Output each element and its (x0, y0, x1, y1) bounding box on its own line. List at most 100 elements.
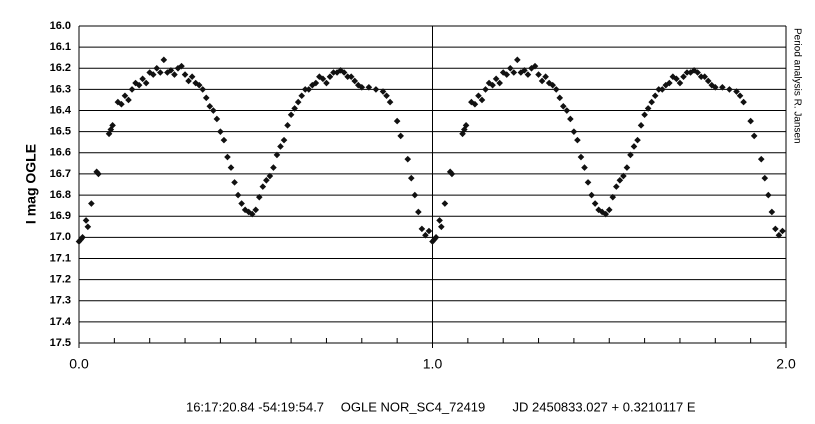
data-point (634, 136, 641, 144)
data-point (712, 83, 719, 91)
data-point (630, 143, 638, 150)
data-point (605, 206, 613, 214)
data-point (726, 86, 733, 93)
data-point (616, 176, 624, 184)
data-point (658, 86, 666, 93)
data-point (623, 164, 631, 171)
data-point (620, 172, 627, 180)
y-axis-title: I mag OGLE (23, 144, 39, 224)
data-point (128, 86, 136, 93)
data-point (524, 71, 532, 78)
data-point (588, 191, 595, 199)
data-point (740, 98, 747, 106)
data-point (157, 69, 164, 76)
data-point (149, 71, 157, 78)
data-point (125, 96, 132, 104)
data-point (637, 122, 645, 129)
data-point (415, 208, 422, 216)
y-tick-label: 17.2 (50, 274, 71, 286)
data-point (489, 81, 496, 89)
data-point (171, 71, 178, 78)
y-tick-label: 16.4 (50, 104, 72, 116)
data-point (694, 69, 701, 76)
y-tick-label: 17.1 (50, 252, 71, 264)
data-point (121, 92, 129, 100)
data-point (255, 193, 263, 201)
data-point (326, 73, 334, 81)
data-point (259, 183, 267, 190)
data-point (680, 73, 687, 81)
data-point (153, 64, 161, 72)
data-point (146, 69, 153, 76)
data-point (231, 179, 238, 186)
data-point (333, 69, 341, 76)
data-point (538, 77, 546, 85)
data-point (503, 71, 511, 78)
data-point (340, 69, 348, 76)
data-point (181, 71, 189, 78)
data-point (422, 231, 429, 239)
data-point (669, 73, 677, 81)
data-point (747, 117, 754, 125)
data-point (613, 183, 620, 190)
data-point (386, 98, 394, 106)
caption: JD 2450833.027 + 0.3210117 E (513, 399, 696, 414)
data-point (517, 69, 525, 76)
data-point (199, 86, 207, 93)
data-point (757, 155, 765, 163)
data-point (506, 64, 514, 72)
data-point (266, 172, 274, 180)
data-point (109, 122, 116, 129)
data-point (482, 86, 489, 93)
data-point (206, 103, 214, 110)
data-point (432, 234, 440, 241)
y-tick-label: 16.8 (50, 189, 71, 201)
data-point (217, 128, 224, 135)
data-point (142, 79, 150, 87)
data-point (567, 115, 574, 123)
data-point (270, 164, 277, 171)
data-point (459, 130, 466, 138)
y-tick-label: 16.2 (50, 62, 71, 74)
data-point (641, 111, 648, 119)
data-point (252, 206, 260, 214)
data-point (397, 132, 404, 140)
data-point (471, 100, 479, 108)
data-point (591, 200, 599, 207)
data-point (581, 164, 588, 171)
y-tick-label: 16.0 (50, 20, 71, 32)
data-point (210, 107, 217, 114)
data-point (280, 136, 288, 144)
data-point (291, 105, 298, 112)
x-tick-label: 0.0 (69, 356, 89, 372)
data-point (609, 193, 617, 201)
data-point (448, 170, 456, 178)
data-point (241, 206, 249, 214)
data-point (178, 62, 185, 70)
data-point (478, 96, 486, 104)
data-point (135, 81, 143, 89)
data-point (556, 94, 564, 102)
side-note: Period analysis R. Jansen (791, 28, 802, 144)
data-point (446, 168, 454, 176)
data-point (673, 75, 680, 83)
data-point (404, 155, 412, 163)
data-point (577, 153, 585, 161)
data-point (531, 62, 539, 70)
data-point (768, 208, 776, 216)
data-point (475, 92, 482, 100)
data-point (574, 136, 581, 144)
y-tick-label: 17.3 (50, 295, 71, 307)
data-point (775, 231, 783, 239)
y-tick-label: 17.4 (50, 316, 72, 328)
data-point (701, 73, 708, 81)
data-point (602, 210, 610, 218)
data-point (238, 200, 245, 207)
data-point (761, 174, 769, 182)
data-point (779, 227, 786, 235)
data-point (220, 136, 228, 144)
data-point (82, 217, 90, 224)
data-point (347, 73, 355, 81)
data-point (496, 79, 503, 87)
